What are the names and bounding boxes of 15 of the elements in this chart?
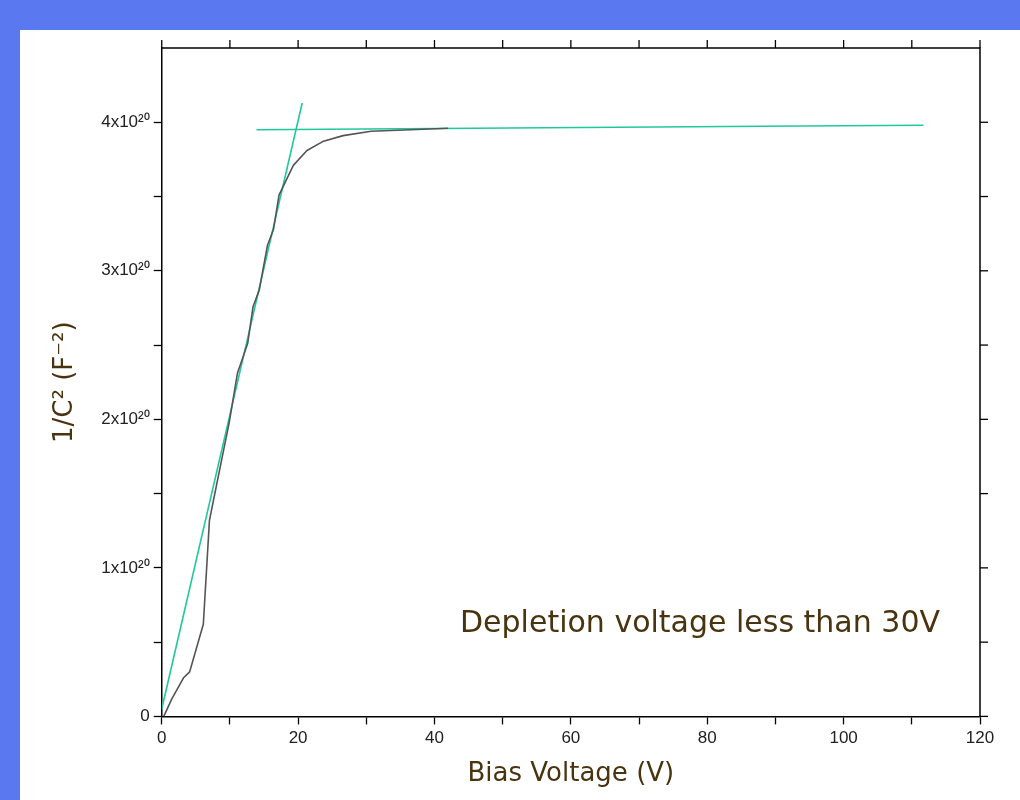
y-tick-label: 1x10²⁰ — [101, 557, 150, 577]
x-tick-label: 120 — [965, 728, 995, 748]
x-tick-label: 20 — [288, 728, 308, 748]
x-tick-label: 80 — [697, 728, 717, 748]
y-tick-label: 3x10²⁰ — [101, 260, 150, 280]
x-tick-label: 40 — [425, 728, 444, 748]
y-tick-label: 2x10²⁰ — [101, 409, 150, 429]
x-tick-label: 60 — [561, 728, 581, 748]
y-tick-label: 4x10²⁰ — [101, 111, 150, 131]
x-axis-title: Bias Voltage (V) — [467, 757, 675, 788]
y-tick-label: 0 — [140, 706, 150, 726]
y-axis-title: 1/C² (F⁻²) — [48, 321, 79, 443]
annotation: Depletion voltage less than 30V — [459, 604, 941, 640]
x-tick-label: 100 — [829, 728, 858, 748]
x-tick-label: 0 — [156, 728, 167, 748]
